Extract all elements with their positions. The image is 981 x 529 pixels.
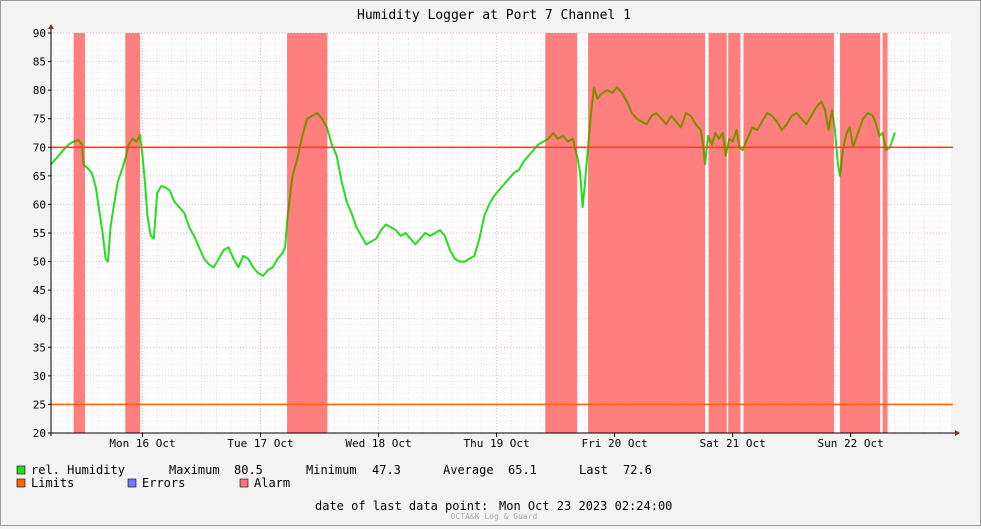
y-axis-arrow <box>48 24 54 29</box>
alarm-band <box>545 33 578 433</box>
y-tick-label: 85 <box>33 56 46 69</box>
x-tick-label: Fri 20 Oct <box>581 437 647 450</box>
y-tick-label: 40 <box>33 313 46 326</box>
alarm-band <box>882 33 888 433</box>
legend-average-label: Average <box>443 463 494 477</box>
legend-minimum-value: 47.3 <box>372 463 401 477</box>
y-tick-label: 25 <box>33 398 46 411</box>
y-tick-label: 80 <box>33 84 46 97</box>
x-tick-label: Tue 17 Oct <box>227 437 293 450</box>
alarm-band <box>588 33 706 433</box>
alarm-band <box>743 33 834 433</box>
chart-title: Humidity Logger at Port 7 Channel 1 <box>357 8 631 23</box>
footer-value: Mon Oct 23 2023 02:24:00 <box>499 499 672 513</box>
legend-errors-swatch <box>127 478 137 488</box>
y-tick-label: 45 <box>33 284 46 297</box>
watermark: OCTA&K Log & Guard <box>451 512 538 521</box>
footer-label: date of last data point: <box>315 499 488 513</box>
legend-alarm-swatch <box>239 478 249 488</box>
legend-average-value: 65.1 <box>508 463 537 477</box>
legend-humidity-label: rel. Humidity <box>31 463 125 477</box>
y-tick-label: 20 <box>33 427 46 440</box>
y-tick-label: 50 <box>33 256 46 269</box>
alarm-band <box>287 33 328 433</box>
legend-limits-label: Limits <box>31 476 74 490</box>
x-tick-label: Sun 22 Oct <box>818 437 884 450</box>
legend-last-value: 72.6 <box>623 463 652 477</box>
alarm-band <box>839 33 881 433</box>
y-tick-label: 70 <box>33 141 46 154</box>
legend-limits-swatch <box>16 478 26 488</box>
y-tick-label: 75 <box>33 113 46 126</box>
legend-errors-label: Errors <box>142 476 185 490</box>
y-tick-label: 55 <box>33 227 46 240</box>
legend-humidity-swatch <box>16 465 26 475</box>
alarm-band <box>125 33 141 433</box>
x-tick-label: Wed 18 Oct <box>345 437 411 450</box>
y-tick-label: 60 <box>33 198 46 211</box>
y-tick-label: 90 <box>33 27 46 40</box>
y-tick-label: 30 <box>33 370 46 383</box>
legend-maximum-value: 80.5 <box>234 463 263 477</box>
y-tick-label: 65 <box>33 170 46 183</box>
x-axis-arrow <box>955 430 960 436</box>
legend-last-label: Last <box>579 463 608 477</box>
alarm-band <box>708 33 727 433</box>
legend-minimum-label: Minimum <box>306 463 357 477</box>
alarm-band <box>728 33 741 433</box>
y-tick-label: 35 <box>33 341 46 354</box>
legend-alarm-label: Alarm <box>254 476 290 490</box>
x-tick-label: Sat 21 Oct <box>700 437 766 450</box>
alarm-band <box>73 33 85 433</box>
x-tick-label: Thu 19 Oct <box>463 437 529 450</box>
x-tick-label: Mon 16 Oct <box>109 437 175 450</box>
legend-maximum-label: Maximum <box>169 463 220 477</box>
